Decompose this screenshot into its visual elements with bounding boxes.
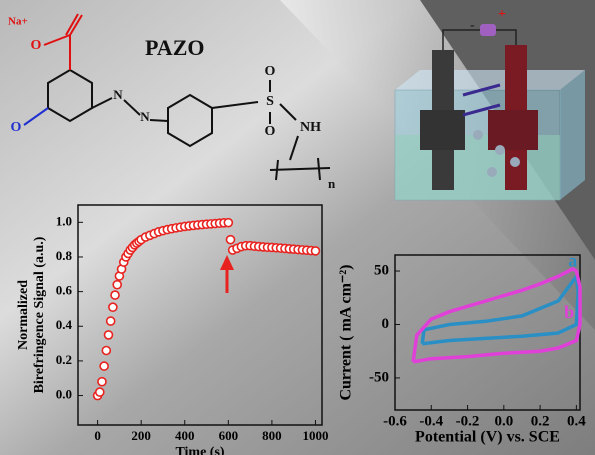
repeat-label: n [328, 176, 336, 191]
sodium-label: Na+ [8, 16, 28, 28]
battery-plus: + [498, 7, 506, 22]
x-axis-label: Time (s) [175, 445, 224, 455]
x-tick-label: 0.0 [494, 413, 513, 429]
x-tick-label: 0.2 [531, 413, 550, 429]
y-tick-label: 1.0 [56, 213, 72, 228]
y-axis-label: Current ( mA cm⁻²) [338, 264, 355, 400]
y-tick-label: 0.4 [56, 317, 73, 332]
y-tick-label: -50 [369, 369, 389, 385]
x-tick-label: 1000 [302, 428, 328, 443]
atom-label: N [113, 87, 123, 102]
x-tick-label: 0.4 [567, 413, 586, 429]
x-tick-label: 0 [94, 428, 101, 443]
point [105, 331, 113, 339]
battery-minus: - [470, 18, 475, 33]
atom-label: NH [300, 120, 321, 135]
title: PAZO [145, 35, 204, 60]
y-tick-label: 0.6 [56, 283, 73, 298]
x-tick-label: 200 [131, 428, 151, 443]
x-tick-label: 800 [262, 428, 282, 443]
point [109, 303, 117, 311]
series-label: b [564, 302, 574, 322]
y-axis-label: Birefringence Signal (a.u.) [32, 236, 47, 393]
page: Na+ O O N N S O O NH n PAZO - + 0 200 400 6… [0, 0, 595, 455]
atom-label: O [31, 38, 42, 53]
point [102, 347, 110, 355]
x-tick-label: -0.2 [456, 413, 480, 429]
atom-label: S [266, 94, 274, 109]
x-tick-label: -0.4 [419, 413, 443, 429]
x-tick-label: 600 [219, 428, 239, 443]
atom-label: O [265, 124, 276, 139]
point [311, 247, 319, 255]
x-tick-label: 400 [175, 428, 195, 443]
point [100, 362, 108, 370]
point [111, 291, 119, 299]
atom-label: O [11, 120, 22, 135]
y-tick-label: 0.2 [56, 352, 72, 367]
y-axis-label: Normalized [16, 280, 31, 350]
y-tick-label: 50 [374, 262, 389, 278]
point [107, 317, 115, 325]
point [98, 378, 106, 386]
point [113, 281, 121, 289]
y-tick-label: 0 [382, 316, 390, 332]
x-tick-label: -0.6 [383, 413, 407, 429]
point [96, 388, 104, 396]
point [224, 219, 232, 227]
graphic: Na+ O O N N S O O NH n PAZO - + 0 200 400 6… [0, 0, 595, 455]
y-tick-label: 0.0 [56, 387, 72, 402]
x-axis-label: Potential (V) vs. SCE [415, 429, 560, 446]
point [227, 236, 235, 244]
y-tick-label: 0.8 [56, 248, 73, 263]
atom-label: O [265, 64, 276, 79]
atom-label: N [140, 109, 150, 124]
